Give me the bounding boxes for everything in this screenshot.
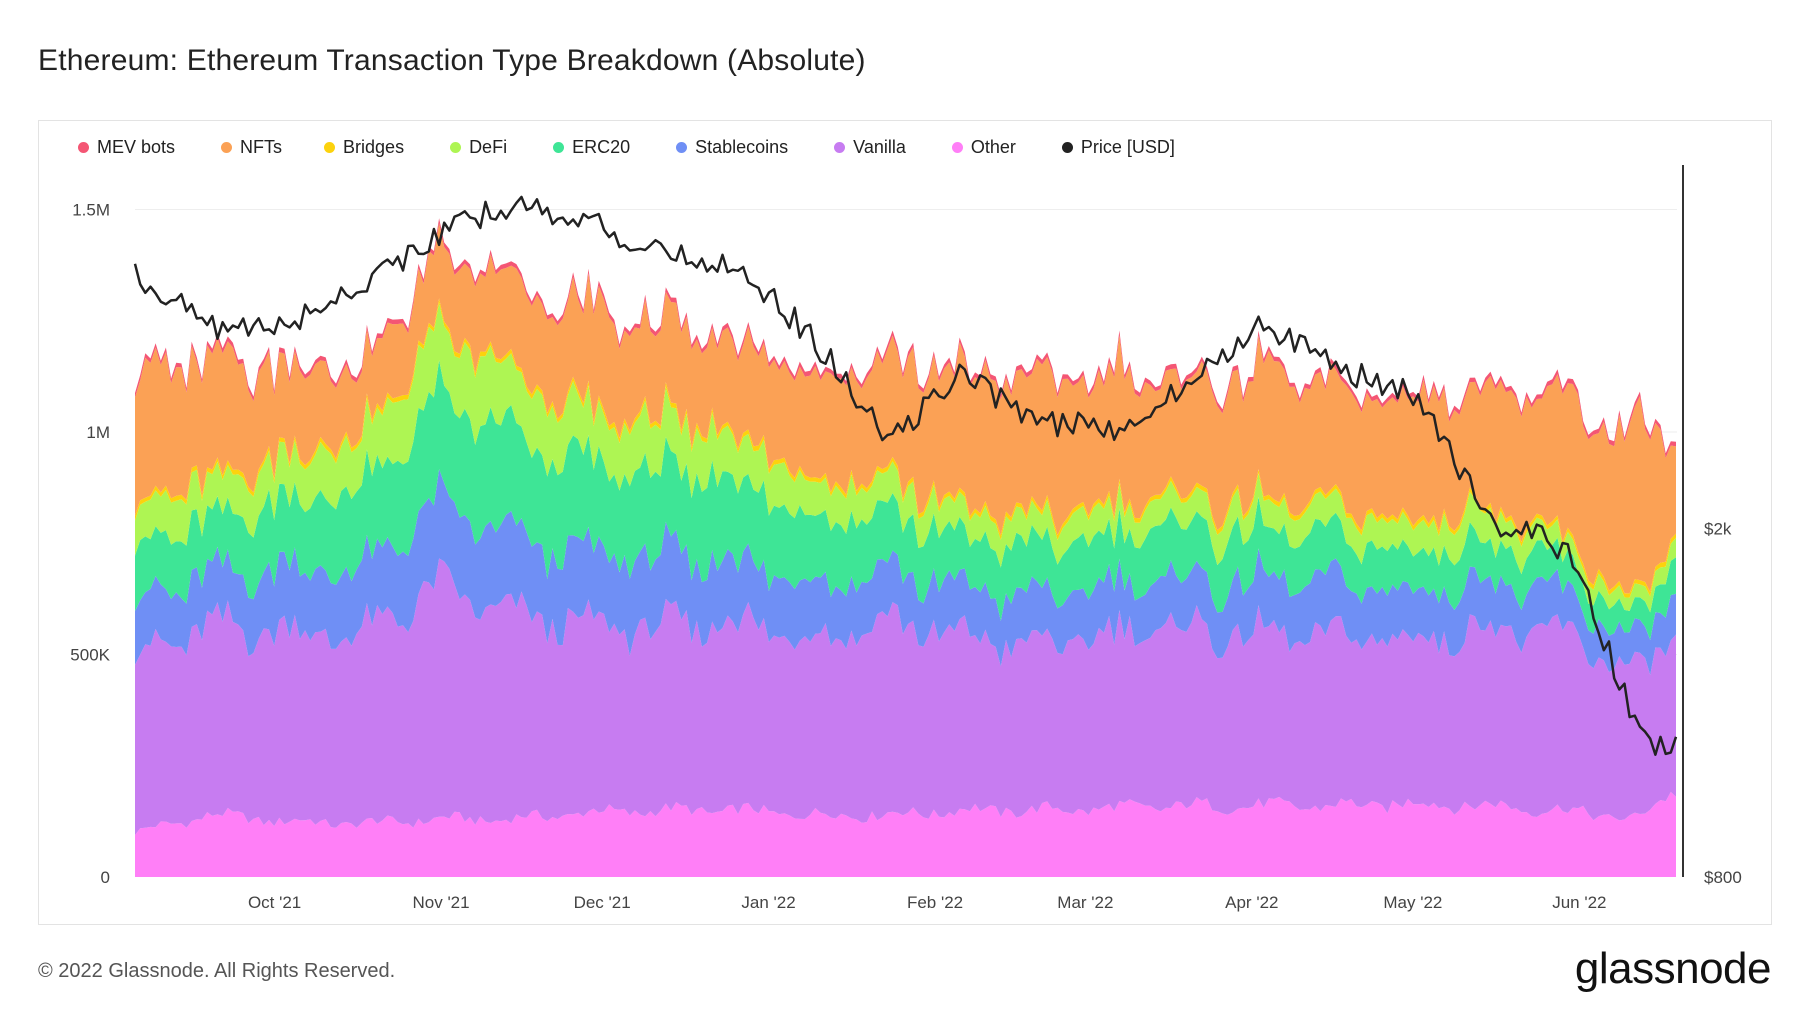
x-tick-label: May '22 [1383, 893, 1442, 912]
x-tick-label: Mar '22 [1057, 893, 1113, 912]
y2-tick-label: $2k [1704, 519, 1732, 538]
legend-label: Price [USD] [1080, 137, 1175, 157]
glassnode-logo: glassnode [1574, 944, 1772, 993]
price-line [133, 195, 1678, 756]
area-stablecoins [135, 469, 1676, 675]
x-tick-label: Jan '22 [741, 893, 795, 912]
legend-marker [450, 142, 462, 153]
area-other [135, 791, 1676, 877]
legend-marker [834, 142, 846, 153]
y2-tick-label: $800 [1704, 868, 1742, 887]
legend-marker [221, 142, 233, 153]
area-erc20 [135, 360, 1676, 640]
legend-marker [1061, 142, 1073, 153]
legend-item[interactable]: Price [USD] [1061, 137, 1175, 158]
legend-item[interactable]: Bridges [324, 137, 404, 158]
legend-marker [553, 142, 565, 153]
legend-item[interactable]: NFTs [221, 137, 282, 158]
y-tick-label: 1M [86, 423, 110, 442]
legend-item[interactable]: DeFi [450, 137, 507, 158]
legend-label: MEV bots [97, 137, 176, 157]
x-tick-label: Nov '21 [412, 893, 469, 912]
legend-label: NFTs [240, 137, 283, 157]
legend-label: Vanilla [853, 137, 906, 157]
legend-marker [78, 142, 89, 153]
legend-item[interactable]: MEV bots [78, 137, 175, 158]
legend-label: Bridges [343, 137, 405, 157]
legend-item[interactable]: Stablecoins [676, 137, 788, 158]
x-tick-label: Feb '22 [907, 893, 963, 912]
x-tick-label: Apr '22 [1225, 893, 1278, 912]
y-tick-label: 500K [70, 646, 110, 665]
legend-label: Stablecoins [695, 137, 789, 157]
legend-marker [951, 142, 963, 153]
legend-marker [676, 142, 688, 153]
legend-item[interactable]: Vanilla [834, 137, 906, 158]
copyright-footer: © 2022 Glassnode. All Rights Reserved. [38, 960, 396, 982]
legend-item[interactable]: Other [951, 137, 1016, 158]
chart-title: Ethereum: Ethereum Transaction Type Brea… [38, 44, 866, 77]
legend-marker [324, 142, 336, 153]
legend-item[interactable]: ERC20 [553, 137, 630, 158]
area-defi [135, 302, 1676, 613]
x-tick-label: Jun '22 [1552, 893, 1606, 912]
legend-label: DeFi [469, 137, 508, 157]
area-nfts [135, 223, 1676, 594]
legend-label: ERC20 [572, 137, 631, 157]
y-tick-label: 0 [101, 868, 110, 887]
x-tick-label: Oct '21 [248, 893, 301, 912]
x-tick-label: Dec '21 [574, 893, 631, 912]
legend-label: Other [970, 137, 1016, 157]
area-vanilla [135, 558, 1676, 835]
chart-frame [38, 120, 1772, 925]
y-tick-label: 1.5M [72, 201, 110, 220]
chart-legend: MEV bots NFTs Bridges DeFi ERC20 Stablecoins V… [78, 137, 1175, 158]
